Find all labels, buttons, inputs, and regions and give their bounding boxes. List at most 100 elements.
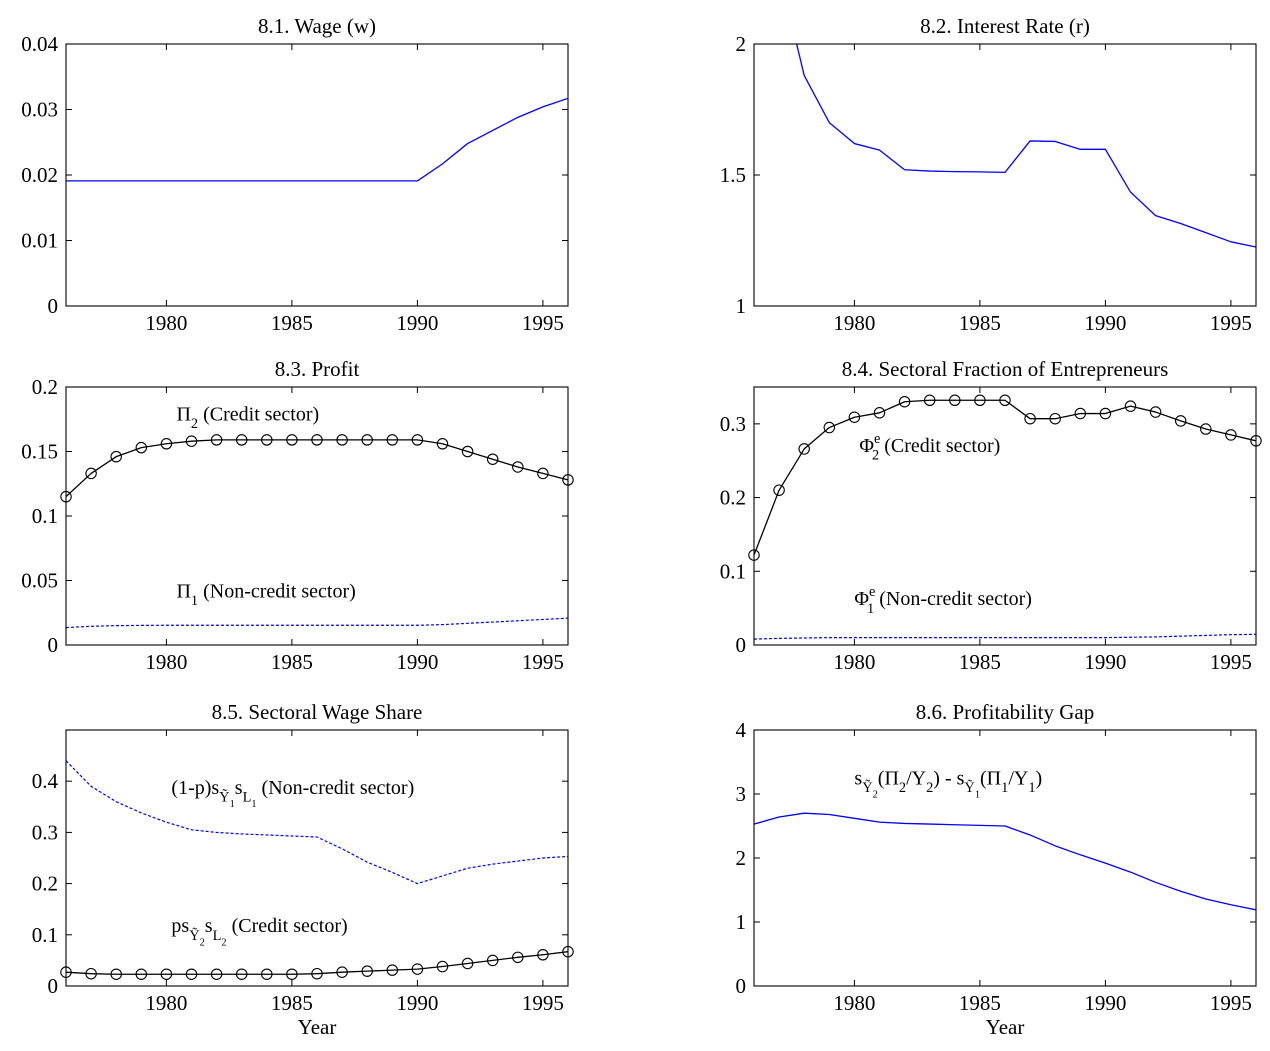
data-point (235, 434, 248, 446)
annotation-label: sỸ2(Π2/Y2) - sỸ1(Π1/Y1) (854, 767, 1042, 800)
chart-title: 8.6. Profitability Gap (916, 700, 1094, 724)
chart-title: 8.2. Interest Rate (r) (920, 14, 1090, 38)
data-point (336, 966, 348, 978)
x-tick-label: 1995 (522, 991, 564, 1015)
data-point (823, 421, 836, 434)
data-point (1099, 407, 1112, 420)
y-tick-label: 1 (736, 294, 747, 318)
series-line-2 (66, 951, 568, 975)
y-tick-label: 0.02 (21, 163, 58, 187)
y-tick-label: 0 (48, 294, 59, 318)
x-tick-label: 1995 (522, 311, 564, 335)
chart-panel-p3: 8.3. Profit 1980 1985 1990 1995 0 0.05 0.1 0.15 0… (21, 357, 574, 674)
x-tick-label: 1990 (396, 311, 438, 335)
chart-panel-p2: 8.2. Interest Rate (r) 1980 1985 1990 1995 1 1… (720, 14, 1257, 335)
y-tick-label: 2 (736, 846, 747, 870)
data-point (311, 967, 323, 980)
data-point (185, 968, 198, 980)
data-point (1225, 429, 1237, 441)
x-tick-label: 1995 (522, 650, 564, 674)
annotation-label: Φe 1 (Non-credit sector) (854, 584, 1032, 617)
data-point (436, 960, 449, 973)
data-point (1049, 412, 1061, 425)
x-tick-label: 1985 (959, 991, 1001, 1015)
y-tick-label: 0 (736, 974, 747, 998)
y-tick-label: 4 (736, 718, 747, 742)
x-tick-label: 1980 (145, 991, 187, 1015)
data-point (923, 394, 936, 407)
y-tick-label: 0 (48, 974, 59, 998)
data-point (486, 954, 499, 967)
plot-frame (65, 729, 569, 987)
svg-text:Π1 (Non-credit sector): Π1 (Non-credit sector) (176, 580, 355, 609)
y-tick-label: 0.2 (32, 375, 58, 399)
x-tick-label: 1990 (396, 991, 438, 1015)
y-tick-label: 0.15 (21, 440, 58, 464)
x-tick-label: 1980 (833, 650, 875, 674)
series-group (754, 812, 1256, 911)
data-point (85, 967, 97, 980)
svg-text:sỸ2(Π2/Y2) - sỸ1(Π1/Y1): sỸ2(Π2/Y2) - sỸ1(Π1/Y1) (854, 767, 1042, 800)
data-point (135, 441, 148, 454)
data-point (537, 467, 549, 480)
y-tick-label: 0.04 (21, 32, 58, 56)
data-point (848, 411, 861, 423)
data-point (436, 438, 449, 450)
series-line-1 (754, 812, 1256, 911)
data-point (411, 963, 424, 975)
x-axis-label: Year (986, 1015, 1025, 1039)
data-point (1074, 407, 1087, 420)
data-point (386, 964, 399, 976)
y-tick-label: 0 (48, 633, 59, 657)
y-tick-label: 0 (736, 633, 747, 657)
data-point (1024, 412, 1036, 425)
y-tick-label: 2 (736, 32, 747, 56)
data-point (261, 968, 273, 980)
x-tick-label: 1990 (1084, 311, 1126, 335)
x-tick-label: 1995 (1210, 311, 1252, 335)
data-point (411, 434, 424, 446)
y-tick-label: 0.4 (32, 769, 59, 793)
data-point (135, 968, 148, 980)
plot-frame (753, 43, 1257, 307)
series-line-2 (66, 617, 568, 629)
data-point (311, 434, 323, 446)
data-point (361, 434, 373, 446)
series-line-2 (754, 633, 1256, 640)
x-tick-label: 1990 (1084, 650, 1126, 674)
data-point (1124, 400, 1137, 412)
series-group (754, 399, 1256, 640)
data-point (110, 968, 122, 980)
data-point (235, 968, 248, 980)
y-tick-label: 1.5 (720, 163, 746, 187)
chart-title: 8.4. Sectoral Fraction of Entrepreneurs (842, 357, 1169, 381)
data-point (286, 434, 298, 446)
chart-panel-p6: 8.6. Profitability Gap 1980 1985 1990 1995 0 1… (736, 700, 1257, 1039)
series-group (796, 44, 1256, 248)
x-tick-label: 1985 (271, 650, 313, 674)
data-point (286, 968, 298, 980)
data-point (361, 965, 373, 977)
chart-panel-p5: 8.5. Sectoral Wage Share 1980 1985 1990 1995… (32, 700, 574, 1039)
data-point (898, 395, 911, 408)
data-point (1174, 415, 1187, 427)
annotation-label: (1-p)sỸ1sL1 (Non-credit sector) (171, 777, 414, 810)
data-point (160, 968, 173, 980)
x-tick-label: 1980 (145, 650, 187, 674)
chart-title: 8.5. Sectoral Wage Share (212, 700, 423, 724)
x-tick-label: 1980 (833, 311, 875, 335)
svg-text:psỸ2sL2 (Credit sector): psỸ2sL2 (Credit sector) (171, 915, 347, 948)
x-tick-label: 1980 (145, 311, 187, 335)
y-tick-label: 0.3 (720, 412, 746, 436)
data-point (461, 957, 474, 970)
series-line-1 (66, 97, 568, 182)
x-tick-label: 1980 (833, 991, 875, 1015)
y-tick-label: 0.01 (21, 229, 58, 253)
svg-text:(1-p)sỸ1sL1 (Non-credit sector: (1-p)sỸ1sL1 (Non-credit sector) (171, 777, 414, 810)
data-point (974, 394, 986, 407)
x-tick-label: 1985 (271, 311, 313, 335)
data-point (798, 443, 810, 455)
plot-frame (65, 43, 569, 307)
data-point (1149, 406, 1162, 418)
